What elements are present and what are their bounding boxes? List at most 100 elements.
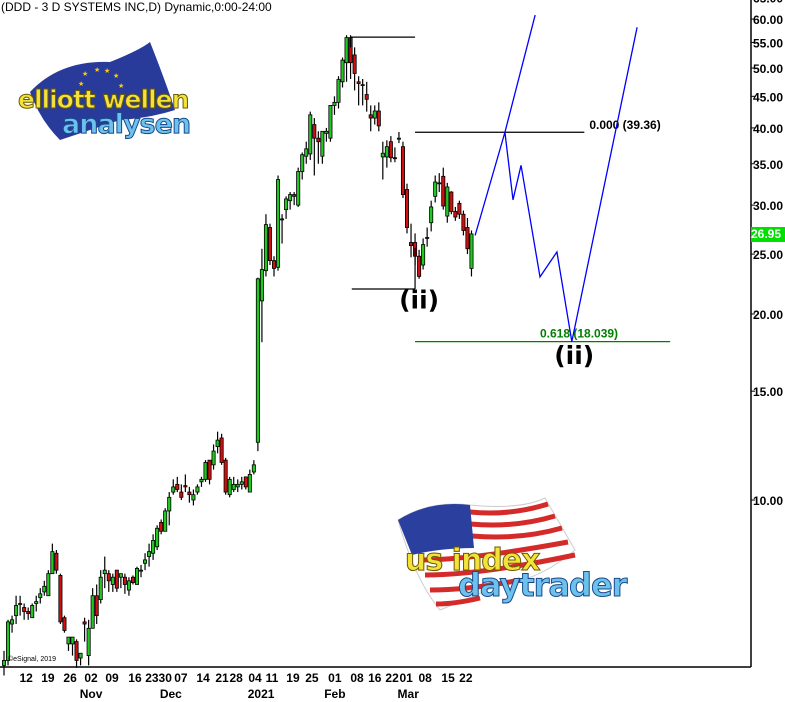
candle (6, 619, 11, 666)
candle (78, 652, 83, 666)
candle-body (114, 569, 119, 589)
candle (280, 214, 285, 244)
y-tick-label: 30.00 (753, 199, 783, 213)
candle-body (14, 605, 19, 617)
candle-body (90, 595, 95, 629)
candle-body (18, 603, 23, 605)
candle-body (22, 607, 27, 612)
candle (98, 570, 103, 604)
candle-body (396, 137, 401, 140)
candle-body (227, 478, 232, 496)
candle (300, 152, 305, 180)
candle-body (26, 611, 31, 614)
candle-body (340, 59, 345, 83)
candle (320, 130, 325, 164)
candle (22, 603, 27, 620)
candle-body (392, 157, 397, 160)
x-tick-label: 11 (266, 671, 279, 685)
candle (163, 508, 168, 532)
candle-body (304, 148, 309, 157)
candle (34, 595, 39, 612)
candle-body (336, 79, 341, 103)
candle-body (292, 194, 297, 197)
candle (284, 196, 289, 219)
candle (26, 607, 31, 620)
candle (227, 476, 232, 498)
candle-body (461, 213, 466, 231)
candle-body (247, 474, 252, 493)
candle (94, 584, 99, 625)
logo2-line1: us index (405, 543, 540, 578)
candle-body (231, 483, 236, 490)
x-tick-label: 14 (196, 671, 210, 685)
x-tick-label: 15 (441, 671, 455, 685)
candle (296, 167, 301, 207)
candle-body (259, 269, 264, 302)
candle-body (239, 481, 244, 485)
candle (126, 577, 131, 596)
candle-body (263, 224, 268, 272)
y-tick-label: 25.00 (753, 248, 783, 262)
candle-body (195, 486, 200, 493)
candle (441, 167, 446, 210)
candle-body (183, 485, 188, 488)
candle (82, 617, 87, 642)
candle (461, 210, 466, 236)
y-tick-label: 35.00 (753, 158, 783, 172)
candle (215, 431, 220, 454)
candle (58, 573, 63, 625)
x-tick-label: 09 (105, 671, 119, 685)
candle (404, 183, 409, 234)
candle-body (134, 568, 139, 585)
candle-body (74, 641, 79, 661)
x-tick-label: 23 (145, 671, 159, 685)
candle (449, 191, 454, 215)
candle-body (122, 576, 127, 585)
candle-body (388, 141, 393, 159)
candle-body (143, 559, 148, 564)
candle (312, 118, 317, 176)
candle (223, 457, 228, 495)
candle-body (211, 450, 216, 466)
candle (199, 476, 204, 487)
x-tick-label: 01 (400, 671, 414, 685)
y-tick-label: 40.00 (753, 122, 783, 136)
candle (251, 460, 256, 475)
candle-body (453, 211, 458, 218)
candle-body (235, 483, 240, 488)
candle (54, 550, 59, 574)
candle-body (356, 81, 361, 84)
candle-body (352, 54, 357, 74)
candle-body (6, 621, 11, 661)
candle (70, 636, 75, 656)
candle-body (110, 576, 115, 585)
candle (167, 492, 172, 526)
candle-body (276, 179, 281, 268)
candle (380, 141, 385, 180)
candle (453, 206, 458, 221)
candle-body (312, 124, 317, 139)
candle (118, 573, 123, 589)
candle (143, 553, 148, 571)
candle-body (171, 486, 176, 493)
x-month-label: 2021 (248, 687, 275, 701)
candle (344, 35, 349, 82)
candle (288, 192, 293, 210)
x-tick-label: 21 (215, 671, 229, 685)
y-tick-label: 45.00 (753, 90, 783, 104)
candle (203, 460, 208, 482)
candle-body (94, 595, 99, 617)
logo1-line2: analysen (62, 109, 190, 140)
candle-body (38, 593, 43, 599)
candle-body (98, 576, 103, 600)
chart-title: (DDD - 3 D SYSTEMS INC,D) Dynamic,0:00-2… (1, 0, 272, 14)
x-tick-label: 22 (385, 671, 399, 685)
candle-body (284, 198, 289, 211)
candle-body (372, 110, 377, 119)
x-tick-label: 25 (305, 671, 319, 685)
candle (18, 595, 23, 616)
candle-body (255, 278, 260, 443)
candle-body (320, 130, 325, 157)
candle-body (469, 233, 474, 269)
candle (46, 570, 51, 597)
